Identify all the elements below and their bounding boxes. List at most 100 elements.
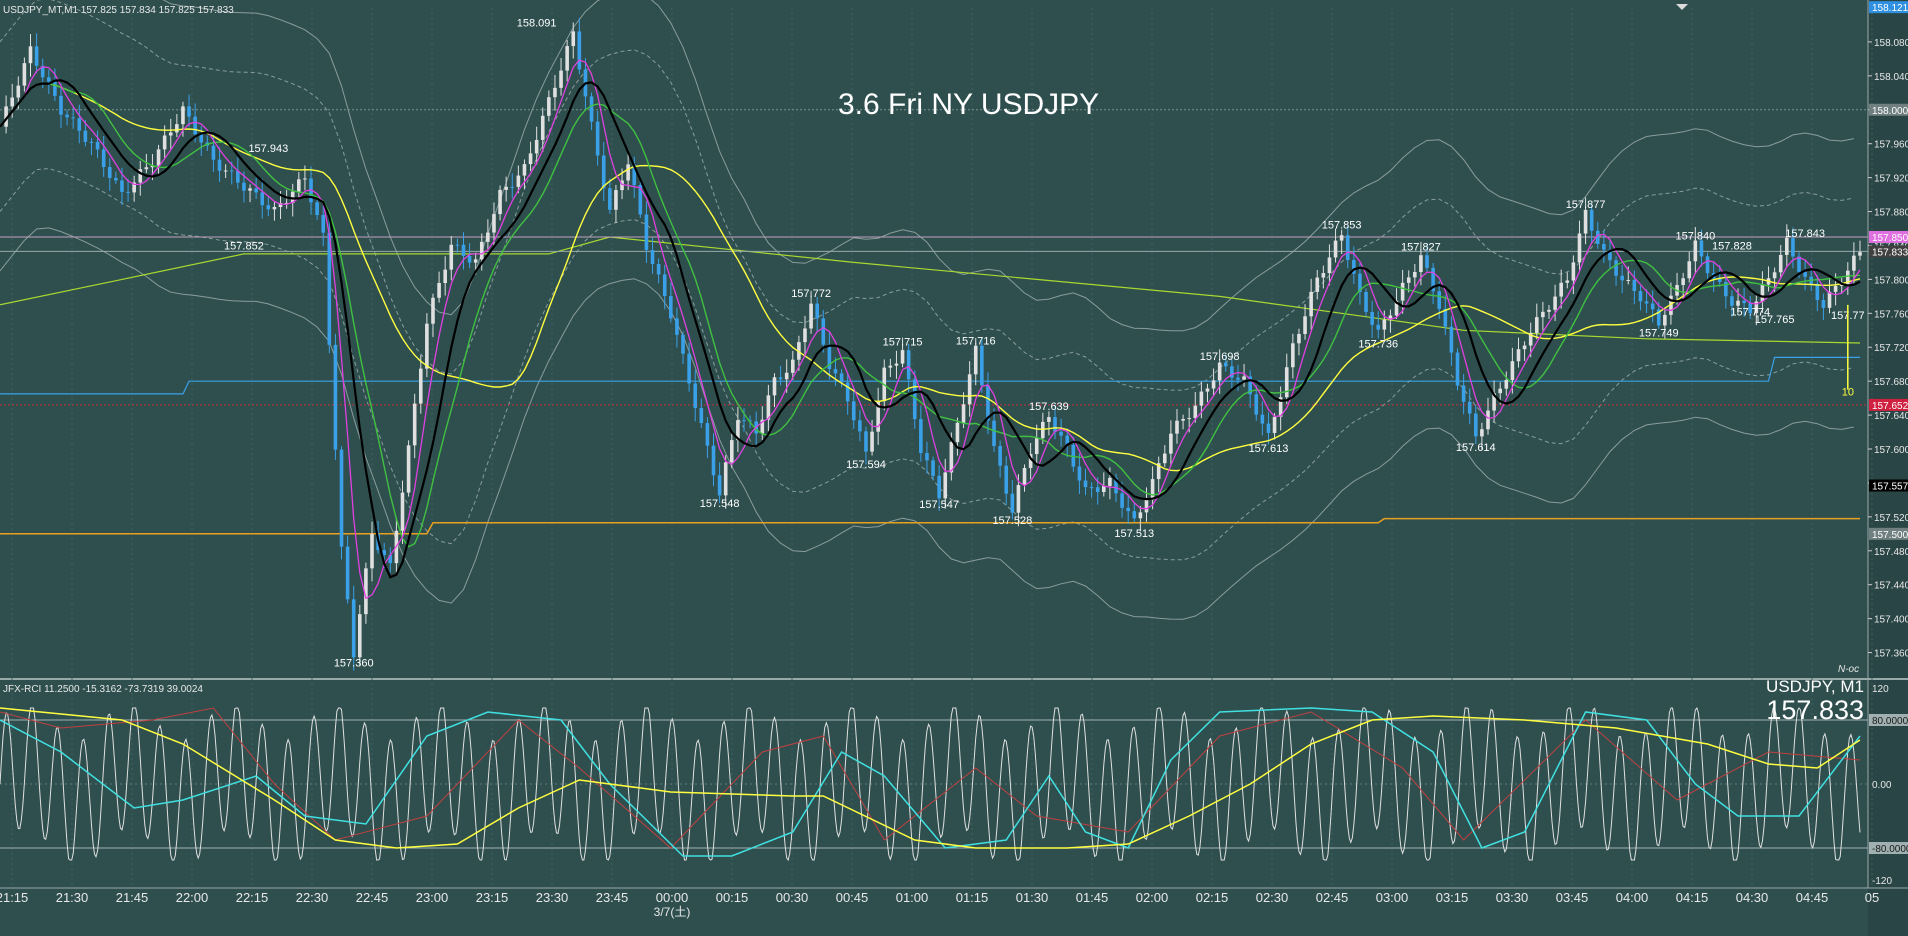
candle-body: [614, 190, 618, 210]
price-tick-label: 158.040: [1874, 72, 1908, 83]
time-tick-label: 23:45: [596, 890, 629, 905]
rci-tick-label: 80.0000: [1872, 716, 1908, 727]
candle-body: [431, 297, 435, 324]
rci-tick-label: -80.0000: [1872, 844, 1908, 855]
candle-body: [1547, 309, 1551, 312]
candle-body: [516, 175, 521, 187]
candle-body: [1345, 235, 1350, 260]
candle-body: [321, 215, 326, 233]
candle-body: [943, 472, 948, 499]
candle-body: [1492, 393, 1496, 411]
candle-body: [1748, 303, 1753, 314]
candle-body: [1522, 345, 1527, 350]
candle-body: [4, 106, 8, 127]
candle-body: [681, 334, 685, 354]
candle-body: [1754, 301, 1759, 314]
candle-body: [1327, 257, 1332, 274]
candle-body: [1339, 235, 1344, 241]
time-tick-label: 03:00: [1376, 890, 1409, 905]
time-tick-label: 02:45: [1316, 890, 1349, 905]
subwindow-price: 157.833: [1766, 695, 1864, 725]
candle-body: [1248, 376, 1252, 395]
candle-body: [967, 374, 972, 405]
price-label: 157.715: [883, 336, 923, 348]
candle-body: [1156, 463, 1161, 480]
rci-fast-line: [0, 706, 1861, 862]
candle-body: [790, 359, 795, 373]
candle-body: [1638, 291, 1643, 302]
candle-body: [1108, 477, 1112, 486]
candle-body: [1126, 507, 1130, 512]
price-label: 157.594: [846, 459, 886, 471]
candle-body: [815, 303, 819, 319]
candle-body: [638, 185, 643, 215]
candle-body: [284, 202, 289, 204]
time-tick-label: 23:00: [416, 890, 449, 905]
price-tick-label: 157.640: [1874, 411, 1908, 422]
candle-body: [1077, 466, 1082, 481]
candle-body: [547, 97, 551, 116]
candle-body: [181, 106, 185, 125]
candle-body: [297, 179, 301, 192]
candle-body: [162, 135, 167, 150]
candle-body: [955, 422, 960, 443]
price-label: 157.943: [248, 143, 288, 155]
candle-body: [1047, 417, 1051, 422]
candle-body: [601, 155, 606, 189]
candle-body: [406, 445, 411, 493]
candle-body: [699, 408, 704, 424]
price-label: 157.639: [1029, 401, 1069, 413]
candle-body: [1614, 260, 1618, 276]
candle-body: [1656, 309, 1661, 326]
candle-body: [717, 475, 722, 496]
candle-body: [1498, 388, 1502, 394]
candle-body: [900, 350, 905, 364]
candle-body: [425, 323, 429, 369]
time-tick-label: 01:15: [956, 890, 989, 905]
time-tick-label: 00:00: [656, 890, 689, 905]
candle-body: [53, 81, 57, 96]
price-tick-label: 157.800: [1874, 275, 1908, 286]
time-tick-label: 21:45: [116, 890, 149, 905]
price-label: 157.774: [1730, 306, 1770, 318]
candle-body: [1102, 485, 1106, 493]
candle-body: [1589, 209, 1594, 231]
blue-level-line: [0, 356, 1860, 395]
candle-body: [59, 95, 63, 115]
rci-level-tag: [1869, 842, 1908, 854]
candle-body: [1266, 423, 1271, 433]
candle-body: [351, 599, 356, 658]
candle-body: [236, 170, 240, 183]
candle-body: [1858, 252, 1862, 256]
price-tag-box: [1869, 1, 1908, 14]
candle-body: [693, 383, 698, 409]
price-tick-label: 157.480: [1874, 547, 1908, 558]
candle-body: [1303, 316, 1307, 334]
candle-body: [559, 70, 563, 88]
candle-body: [980, 345, 984, 386]
candle-body: [1022, 467, 1027, 486]
candle-body: [1730, 296, 1734, 306]
price-axis-background: [1868, 0, 1908, 936]
green-step-line: [0, 236, 1861, 344]
price-label: 157.840: [1675, 230, 1715, 242]
candle-body: [973, 345, 978, 375]
candle-body: [1010, 493, 1015, 513]
candle-body: [290, 191, 295, 203]
price-tick-label: 157.920: [1874, 174, 1908, 185]
candle-body: [1663, 314, 1667, 326]
candle-body: [687, 353, 691, 384]
candle-body: [101, 149, 106, 168]
candle-body: [1376, 324, 1381, 330]
candle-body: [1400, 282, 1405, 301]
price-label: 157.736: [1358, 339, 1398, 351]
candle-body: [504, 186, 508, 190]
candle-body: [498, 189, 502, 215]
candle-body: [608, 188, 612, 210]
candle-body: [833, 369, 838, 374]
time-tick-label: 00:30: [776, 890, 809, 905]
candle-body: [1016, 485, 1021, 513]
candle-body: [1284, 367, 1289, 398]
candle-body: [1785, 237, 1789, 255]
